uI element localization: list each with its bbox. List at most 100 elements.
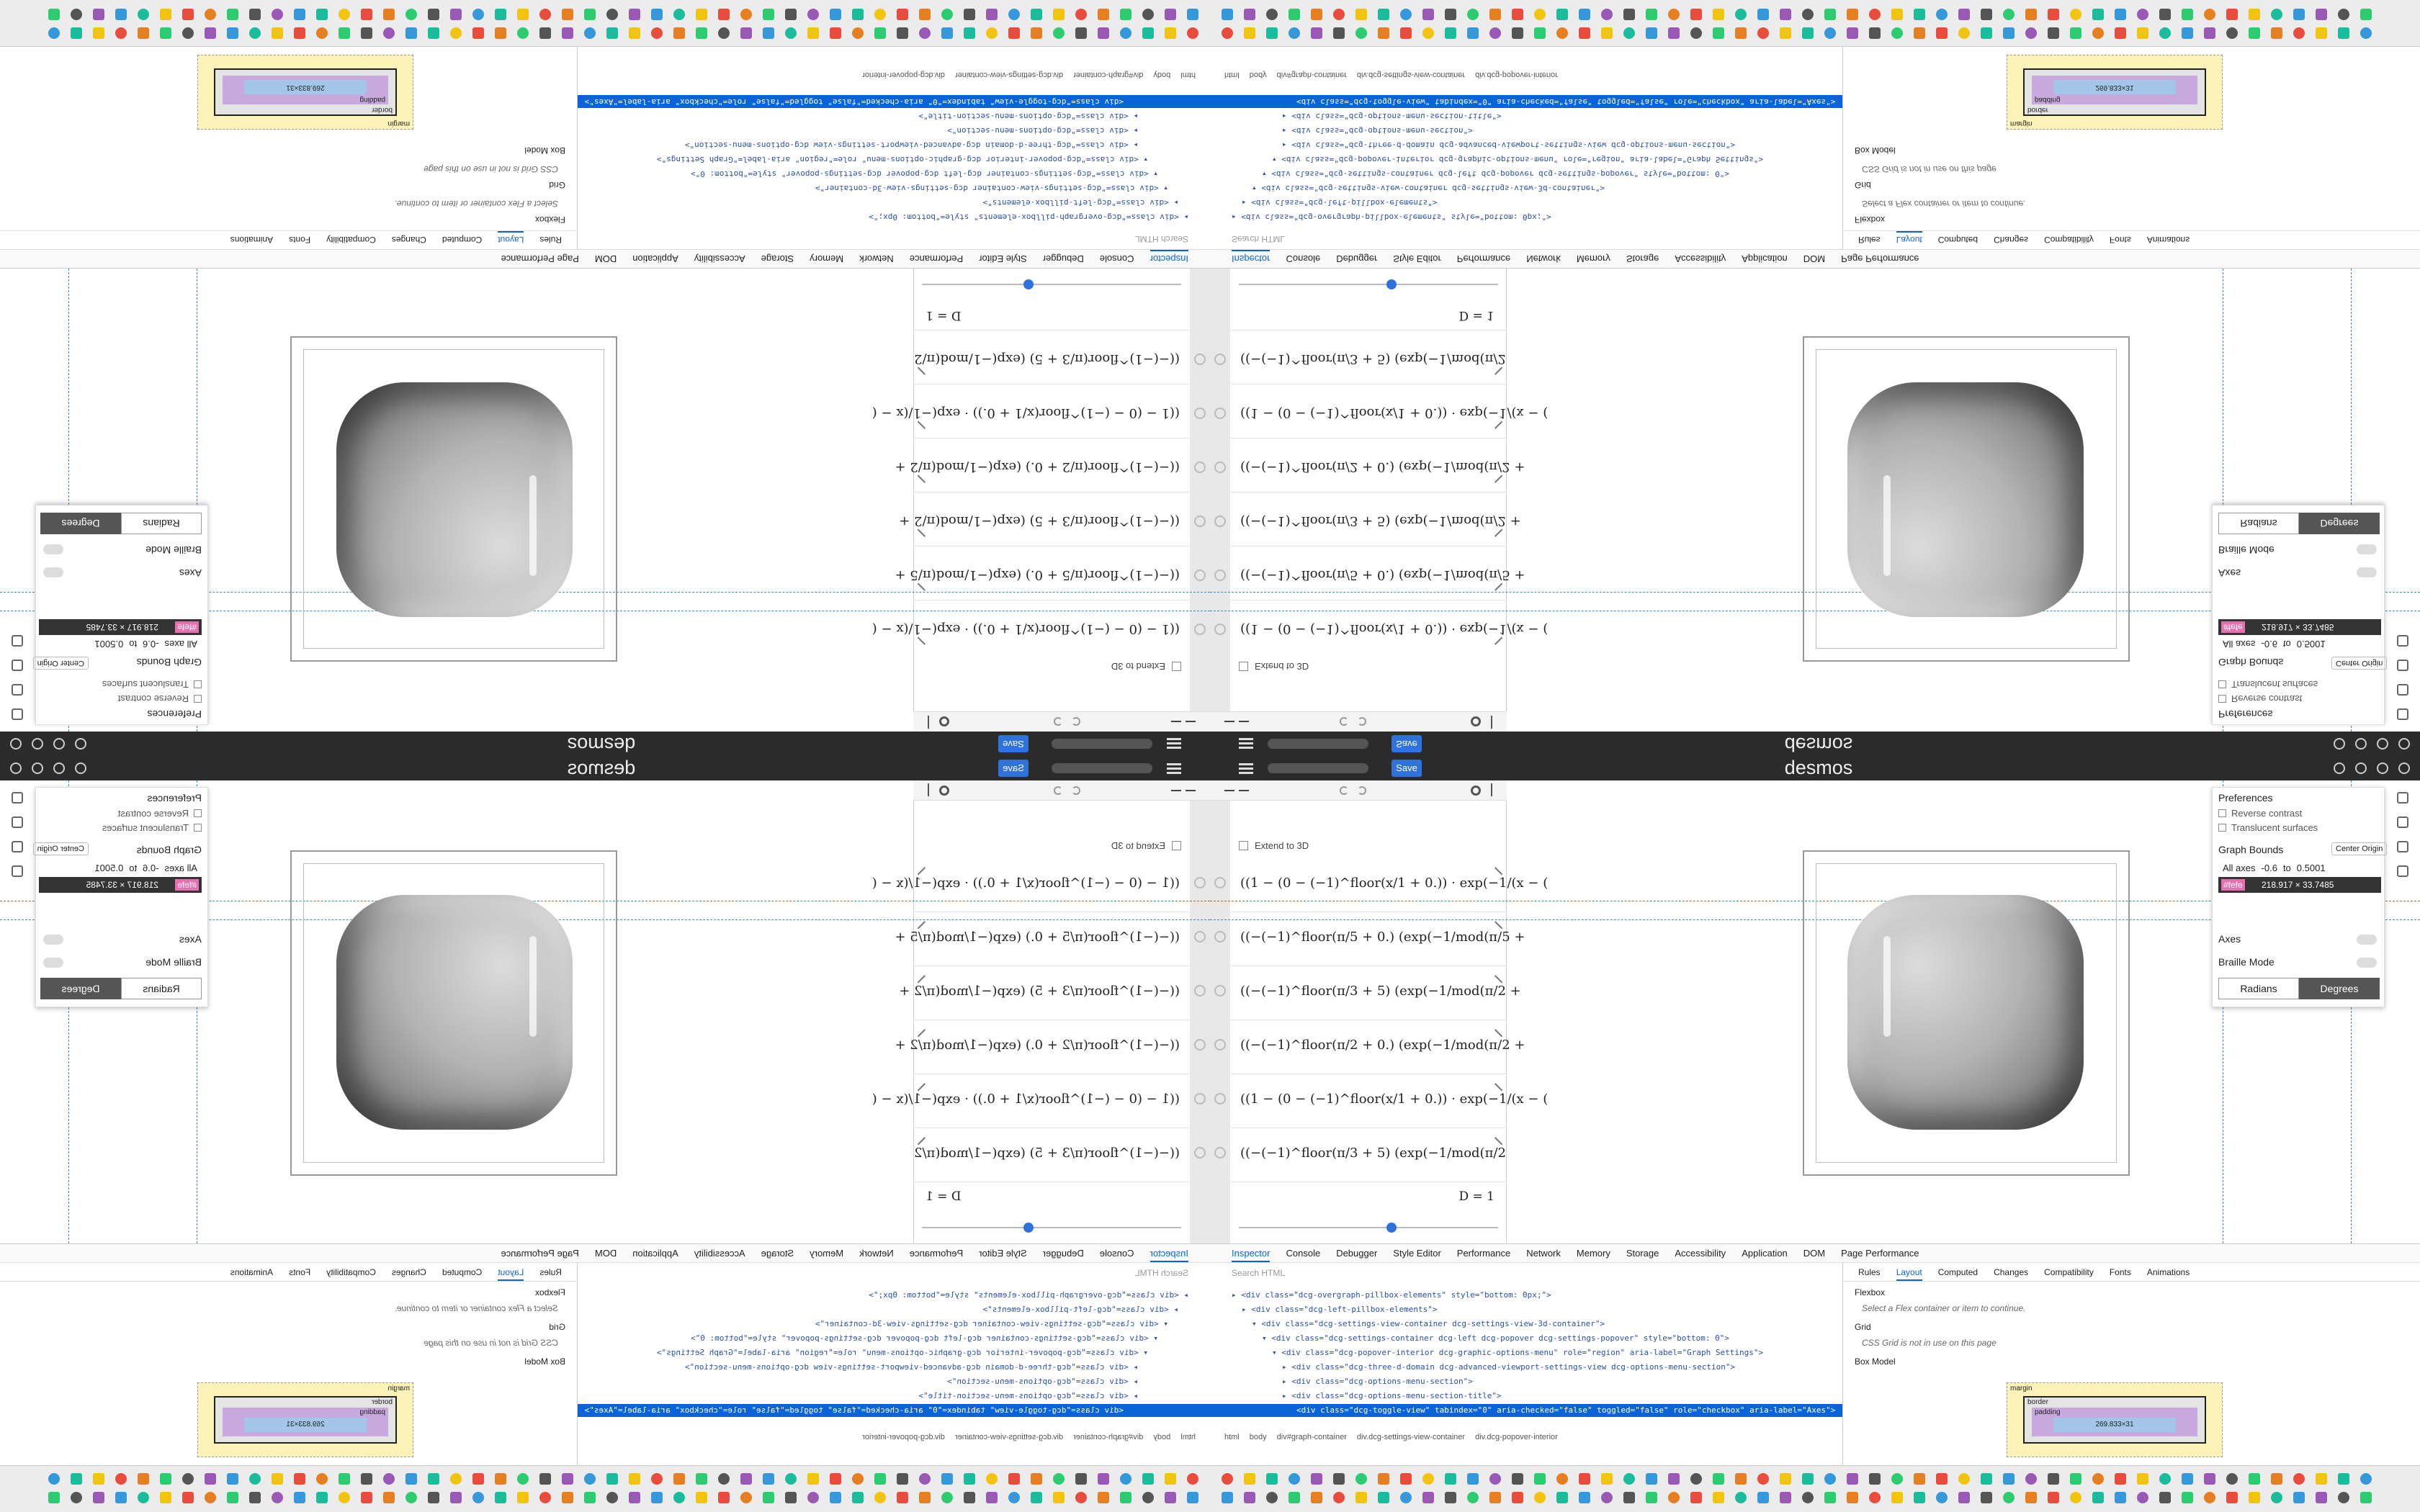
sidebar-tab[interactable]: Rules xyxy=(1858,1267,1881,1277)
devtools-tab[interactable]: Memory xyxy=(810,1248,844,1259)
taskbar-icon[interactable] xyxy=(696,1492,707,1503)
taskbar-icon[interactable] xyxy=(1802,27,1814,39)
taskbar-icon[interactable] xyxy=(1958,27,1970,39)
taskbar-icon[interactable] xyxy=(763,1492,774,1503)
taskbar-icon[interactable] xyxy=(517,9,529,20)
taskbar-icon[interactable] xyxy=(1601,27,1613,39)
taskbar-icon[interactable] xyxy=(830,1492,841,1503)
taskbar-icon[interactable] xyxy=(897,1473,908,1485)
section-header[interactable]: Flexbox xyxy=(534,1287,565,1297)
html-line[interactable]: ▸ <div class="dcg-three-d-domain dcg-adv… xyxy=(1282,140,1736,150)
taskbar-icon[interactable] xyxy=(964,1473,975,1485)
html-line[interactable]: ▾ <div class="dcg-settings-container dcg… xyxy=(690,169,1158,179)
taskbar-icon[interactable] xyxy=(2293,1473,2305,1485)
taskbar-icon[interactable] xyxy=(1142,27,1154,39)
expression-row[interactable]: ((−(−1)^floor(π/5 + 0.) (exp(−1/mod(π/5 … xyxy=(1214,912,1525,966)
taskbar-icon[interactable] xyxy=(1266,1473,1278,1485)
add-icon[interactable] xyxy=(1224,790,1234,800)
taskbar-icon[interactable] xyxy=(205,27,216,39)
taskbar-icon[interactable] xyxy=(2226,1492,2238,1503)
taskbar-icon[interactable] xyxy=(1187,9,1198,20)
tool-icon[interactable] xyxy=(12,635,23,647)
taskbar-icon[interactable] xyxy=(852,1492,864,1503)
taskbar-icon[interactable] xyxy=(1266,1492,1278,1503)
taskbar-icon[interactable] xyxy=(2360,1492,2372,1503)
taskbar-icon[interactable] xyxy=(93,27,104,39)
taskbar-icon[interactable] xyxy=(1891,1473,1903,1485)
expression-row[interactable]: ((−(−1)^floor(π/3 + 5) (exp(−1/mod(π/2 + xyxy=(899,966,1206,1020)
taskbar-icon[interactable] xyxy=(272,27,283,39)
taskbar-icon[interactable] xyxy=(941,1492,953,1503)
degrees-button[interactable]: Degrees xyxy=(40,513,121,534)
taskbar-icon[interactable] xyxy=(2003,9,2015,20)
expression-row[interactable]: ((−(−1)^floor(π/2 + 0.) (exp(−1/mod(π/2 … xyxy=(1214,438,1525,492)
breadcrumb[interactable]: div.dcg-popover-interior xyxy=(1475,71,1558,79)
sidebar-tab[interactable]: Changes xyxy=(1994,1267,2029,1277)
taskbar-icon[interactable] xyxy=(1690,9,1702,20)
taskbar-icon[interactable] xyxy=(361,27,372,39)
taskbar-icon[interactable] xyxy=(2048,27,2059,39)
taskbar-icon[interactable] xyxy=(472,27,484,39)
devtools-tab[interactable]: Network xyxy=(859,1248,894,1259)
taskbar-icon[interactable] xyxy=(1623,9,1635,20)
taskbar-icon[interactable] xyxy=(2271,9,2282,20)
taskbar-icon[interactable] xyxy=(1008,9,1020,20)
taskbar-icon[interactable] xyxy=(1222,1473,1233,1485)
taskbar-icon[interactable] xyxy=(986,9,998,20)
taskbar-icon[interactable] xyxy=(606,9,618,20)
radians-button[interactable]: Radians xyxy=(121,513,202,534)
taskbar-icon[interactable] xyxy=(2316,9,2327,20)
taskbar-icon[interactable] xyxy=(941,1473,953,1485)
expression-row[interactable]: ((−(−1)^floor(π/3 + 5) (exp(−1/mod(π/2 + xyxy=(1214,966,1521,1020)
taskbar-icon[interactable] xyxy=(1958,1473,1970,1485)
degrees-button[interactable]: Degrees xyxy=(2299,513,2380,534)
devtools-tab[interactable]: DOM xyxy=(594,1248,617,1259)
taskbar-icon[interactable] xyxy=(1981,27,1992,39)
taskbar-icon[interactable] xyxy=(2249,9,2260,20)
sidebar-tab[interactable]: Computed xyxy=(1937,1267,1978,1277)
taskbar-icon[interactable] xyxy=(1780,9,1791,20)
taskbar-icon[interactable] xyxy=(361,1473,372,1485)
taskbar-icon[interactable] xyxy=(1311,1473,1322,1485)
taskbar-icon[interactable] xyxy=(1289,1492,1300,1503)
taskbar-icon[interactable] xyxy=(227,27,238,39)
taskbar-icon[interactable] xyxy=(1165,1492,1176,1503)
taskbar-icon[interactable] xyxy=(2204,1492,2215,1503)
taskbar-icon[interactable] xyxy=(1847,9,1858,20)
taskbar-icon[interactable] xyxy=(2271,27,2282,39)
toggle[interactable] xyxy=(43,958,63,968)
undo-icon[interactable] xyxy=(1340,786,1348,795)
devtools-tab[interactable]: Style Editor xyxy=(979,253,1027,264)
settings-icon[interactable] xyxy=(1471,716,1481,726)
taskbar-icon[interactable] xyxy=(272,9,283,20)
taskbar-icon[interactable] xyxy=(1914,27,1925,39)
taskbar-icon[interactable] xyxy=(562,1473,573,1485)
taskbar-icon[interactable] xyxy=(428,9,439,20)
taskbar-icon[interactable] xyxy=(986,1492,998,1503)
taskbar-icon[interactable] xyxy=(1120,27,1131,39)
html-line[interactable]: ▸ <div class="dcg-three-d-domain dcg-adv… xyxy=(1282,1362,1736,1372)
taskbar-icon[interactable] xyxy=(517,1492,529,1503)
taskbar-icon[interactable] xyxy=(272,1492,283,1503)
expression-row[interactable]: ((1 − (0 − (−1)^floor(x/1 + 0.)) · exp(−… xyxy=(872,384,1206,438)
taskbar-icon[interactable] xyxy=(1646,1473,1657,1485)
taskbar-icon[interactable] xyxy=(1757,1492,1769,1503)
taskbar-icon[interactable] xyxy=(718,1492,730,1503)
taskbar-icon[interactable] xyxy=(1623,1473,1635,1485)
html-line[interactable]: ▸ <div class="dcg-options-menu-section"> xyxy=(947,126,1138,135)
taskbar-icon[interactable] xyxy=(986,1473,998,1485)
taskbar-icon[interactable] xyxy=(182,1473,194,1485)
taskbar-icon[interactable] xyxy=(1489,9,1501,20)
taskbar-icon[interactable] xyxy=(2070,27,2081,39)
taskbar-icon[interactable] xyxy=(1355,1473,1367,1485)
taskbar-icon[interactable] xyxy=(2092,1473,2104,1485)
taskbar-icon[interactable] xyxy=(1824,27,1836,39)
html-line[interactable]: ▸ <div class="dcg-options-menu-section"> xyxy=(1282,126,1473,135)
taskbar-icon[interactable] xyxy=(1422,9,1434,20)
taskbar-icon[interactable] xyxy=(115,9,127,20)
taskbar-icon[interactable] xyxy=(48,1492,60,1503)
taskbar-icon[interactable] xyxy=(138,1473,149,1485)
html-line[interactable]: ▸ <div class="dcg-overgraph-pillbox-elem… xyxy=(869,212,1188,222)
taskbar-icon[interactable] xyxy=(1847,27,1858,39)
taskbar-icon[interactable] xyxy=(1165,27,1176,39)
